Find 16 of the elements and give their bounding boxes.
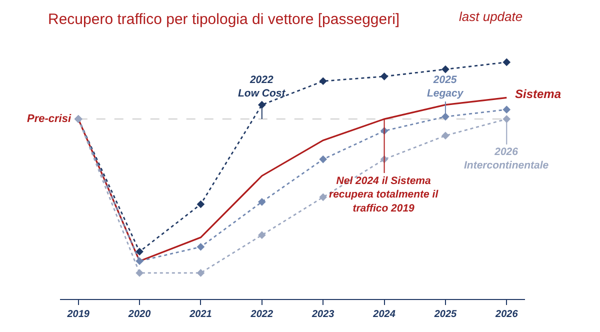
x-tick-label: 2024 — [372, 309, 396, 320]
x-tick-label: 2023 — [310, 309, 335, 320]
annotation: Nel 2024 il Sistema recupera totalmente il traffico 2019 — [329, 175, 440, 214]
x-tick-label: 2021 — [188, 309, 212, 320]
x-tick-label: 2026 — [494, 309, 518, 320]
annotation: 2026 Intercontinentale — [464, 146, 549, 172]
x-tick-label: 2025 — [433, 309, 458, 320]
annotation: 2025 Legacy — [427, 74, 464, 100]
series-label: Sistema — [515, 87, 562, 101]
x-tick-label: 2020 — [127, 309, 152, 320]
ref-line-label: Pre-crisi — [27, 113, 72, 125]
annotation: 2022 Low Cost — [238, 74, 286, 100]
text: last update — [459, 9, 523, 24]
x-tick-label: 2019 — [66, 309, 90, 320]
chart-title: Recupero traffico per tipologia di vettore [passeggeri] — [48, 10, 400, 28]
x-tick-label: 2022 — [250, 309, 274, 320]
